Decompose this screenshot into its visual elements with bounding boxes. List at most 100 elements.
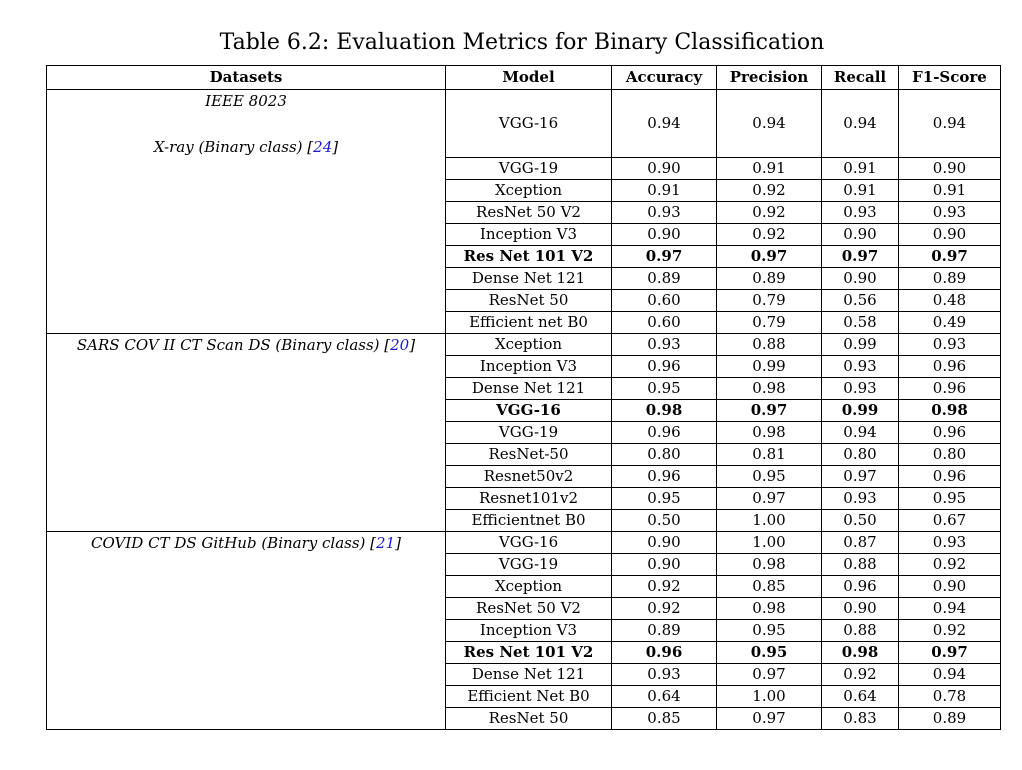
recall-cell: 0.93 [821, 355, 899, 378]
accuracy-cell: 0.96 [611, 421, 717, 444]
model-cell: VGG-19 [445, 553, 612, 576]
recall-cell: 0.58 [821, 311, 899, 334]
precision-cell: 0.79 [716, 289, 822, 312]
model-cell: Inception V3 [445, 619, 612, 642]
recall-cell: 0.94 [821, 421, 899, 444]
model-cell: ResNet 50 [445, 289, 612, 312]
citation-link[interactable]: 24 [313, 138, 333, 156]
f1-score-cell: 0.90 [898, 575, 1001, 598]
accuracy-cell: 0.90 [611, 531, 717, 554]
accuracy-cell: 0.98 [611, 399, 717, 422]
precision-cell: 0.98 [716, 421, 822, 444]
f1-score-cell: 0.96 [898, 377, 1001, 400]
citation-link[interactable]: 21 [376, 534, 396, 552]
model-cell: VGG-16 [445, 89, 612, 158]
recall-cell: 0.91 [821, 157, 899, 180]
recall-cell: 0.96 [821, 575, 899, 598]
f1-score-cell: 0.94 [898, 597, 1001, 620]
table-row: Res Net 101 V2 0.97 0.97 0.97 0.97 [47, 245, 1001, 268]
model-cell: ResNet 50 V2 [445, 201, 612, 224]
model-cell: Xception [445, 179, 612, 202]
accuracy-cell: 0.80 [611, 443, 717, 466]
table-row: ResNet 50 V2 0.92 0.98 0.90 0.94 [47, 597, 1001, 620]
recall-cell: 0.92 [821, 663, 899, 686]
precision-cell: 0.79 [716, 311, 822, 334]
model-cell: Efficient Net B0 [445, 685, 612, 708]
model-cell: VGG-16 [445, 531, 612, 554]
citation-open-bracket: [ [384, 336, 391, 354]
model-cell: Xception [445, 575, 612, 598]
table-row: Res Net 101 V2 0.96 0.95 0.98 0.97 [47, 641, 1001, 664]
accuracy-cell: 0.93 [611, 663, 717, 686]
accuracy-cell: 0.89 [611, 619, 717, 642]
precision-cell: 0.98 [716, 597, 822, 620]
accuracy-cell: 0.93 [611, 201, 717, 224]
f1-score-cell: 0.96 [898, 465, 1001, 488]
accuracy-cell: 0.97 [611, 245, 717, 268]
table-body: IEEE 8023 X-ray (Binary class) [24] VGG-16… [46, 89, 1001, 730]
table-row: Efficient Net B0 0.64 1.00 0.64 0.78 [47, 685, 1001, 708]
caption-label: Table 6.2: [219, 30, 330, 55]
model-cell: Dense Net 121 [445, 377, 612, 400]
model-cell: Dense Net 121 [445, 267, 612, 290]
precision-cell: 0.81 [716, 443, 822, 466]
header-precision: Precision [716, 65, 822, 90]
model-cell: Res Net 101 V2 [445, 641, 612, 664]
accuracy-cell: 0.96 [611, 641, 717, 664]
precision-cell: 0.97 [716, 245, 822, 268]
precision-cell: 0.95 [716, 465, 822, 488]
header-datasets: Datasets [46, 65, 446, 90]
f1-score-cell: 0.95 [898, 487, 1001, 510]
dataset-name-text: SARS COV II CT Scan DS (Binary class) [76, 336, 385, 354]
recall-cell: 0.93 [821, 377, 899, 400]
f1-score-cell: 0.80 [898, 443, 1001, 466]
accuracy-cell: 0.92 [611, 597, 717, 620]
table-row: Inception V3 0.90 0.92 0.90 0.90 [47, 223, 1001, 246]
model-cell: Resnet50v2 [445, 465, 612, 488]
f1-score-cell: 0.98 [898, 399, 1001, 422]
recall-cell: 0.90 [821, 223, 899, 246]
recall-cell: 0.93 [821, 487, 899, 510]
f1-score-cell: 0.93 [898, 201, 1001, 224]
precision-cell: 1.00 [716, 685, 822, 708]
accuracy-cell: 0.93 [611, 333, 717, 356]
precision-cell: 0.97 [716, 707, 822, 730]
recall-cell: 0.90 [821, 267, 899, 290]
precision-cell: 0.95 [716, 641, 822, 664]
f1-score-cell: 0.92 [898, 553, 1001, 576]
dataset-cell: IEEE 8023 X-ray (Binary class) [24] [46, 89, 446, 334]
metrics-table: Datasets Model Accuracy Precision Recall… [46, 65, 1001, 730]
recall-cell: 0.80 [821, 443, 899, 466]
recall-cell: 0.99 [821, 399, 899, 422]
model-cell: Inception V3 [445, 223, 612, 246]
dataset-name-line: IEEE 8023 [50, 91, 442, 113]
f1-score-cell: 0.49 [898, 311, 1001, 334]
precision-cell: 0.94 [716, 89, 822, 158]
model-cell: Dense Net 121 [445, 663, 612, 686]
recall-cell: 0.93 [821, 201, 899, 224]
f1-score-cell: 0.78 [898, 685, 1001, 708]
table-row: ResNet 50 0.85 0.97 0.83 0.89 [47, 707, 1001, 730]
recall-cell: 0.50 [821, 509, 899, 532]
precision-cell: 0.91 [716, 157, 822, 180]
accuracy-cell: 0.89 [611, 267, 717, 290]
citation-close-bracket: ] [409, 336, 416, 354]
model-cell: ResNet 50 [445, 707, 612, 730]
citation-link[interactable]: 20 [390, 336, 410, 354]
table-row: Inception V3 0.89 0.95 0.88 0.92 [47, 619, 1001, 642]
recall-cell: 0.94 [821, 89, 899, 158]
precision-cell: 1.00 [716, 531, 822, 554]
precision-cell: 0.98 [716, 377, 822, 400]
precision-cell: 0.89 [716, 267, 822, 290]
dataset-name-text: X-ray (Binary class) [153, 138, 308, 156]
dataset-name-text: COVID CT DS GitHub (Binary class) [91, 534, 371, 552]
table-row: ResNet-50 0.80 0.81 0.80 0.80 [47, 443, 1001, 466]
recall-cell: 0.83 [821, 707, 899, 730]
accuracy-cell: 0.85 [611, 707, 717, 730]
dataset-name-line: X-ray (Binary class) [24] [50, 136, 442, 158]
precision-cell: 0.92 [716, 179, 822, 202]
model-cell: Inception V3 [445, 355, 612, 378]
f1-score-cell: 0.48 [898, 289, 1001, 312]
recall-cell: 0.56 [821, 289, 899, 312]
model-cell: ResNet 50 V2 [445, 597, 612, 620]
